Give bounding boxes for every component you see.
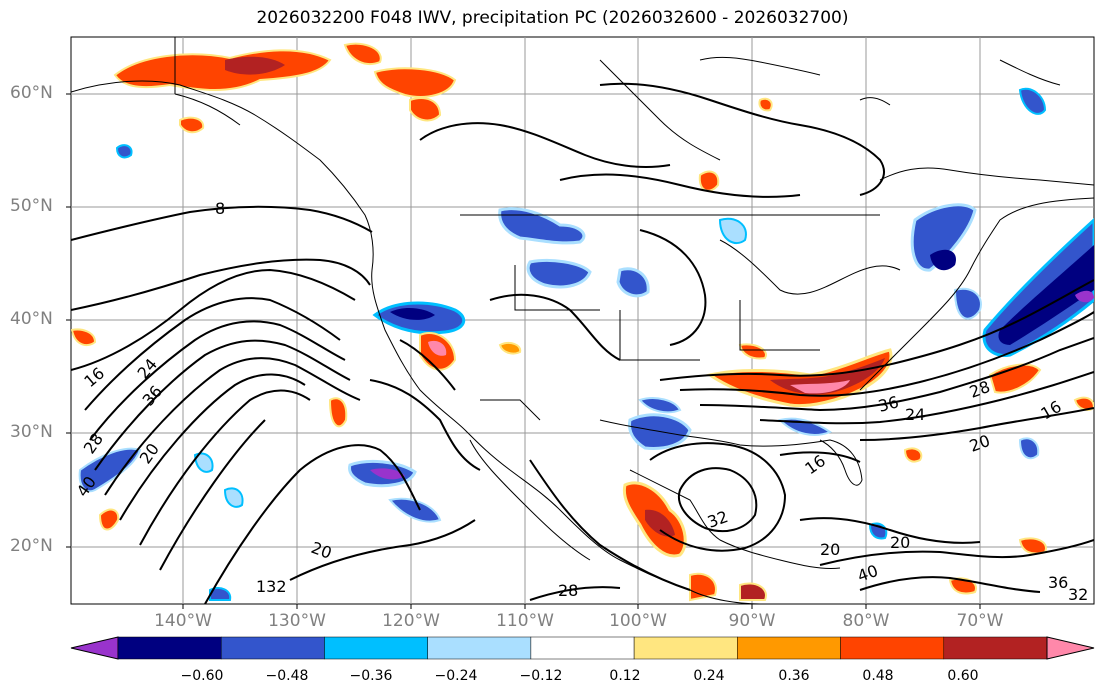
contour-label: 8 (215, 199, 225, 218)
colorbar (70, 636, 1095, 660)
coastlines (71, 37, 1094, 604)
colorbar-extend-high (1046, 636, 1095, 660)
lat-label-40n: 40°N (10, 309, 53, 329)
contour-label: 20 (890, 533, 910, 552)
lon-label-130w: 130°W (268, 611, 326, 631)
colorbar-tick-label: 0.24 (693, 668, 725, 684)
colorbar-extend-low (70, 636, 119, 660)
colorbar-tick-label: 0.12 (609, 668, 641, 684)
iwv-contours (71, 82, 1094, 604)
lon-label-90w: 90°W (728, 611, 776, 631)
contour-label: 24 (905, 405, 925, 424)
colorbar-tick-label: 0.36 (778, 668, 810, 684)
colorbar-swatch (117, 636, 222, 660)
lon-label-80w: 80°W (842, 611, 890, 631)
map-title: 2026032200 F048 IWV, precipitation PC (2… (256, 8, 849, 28)
lat-label-30n: 30°N (10, 422, 53, 442)
axis-ticks (66, 93, 981, 609)
colorbar-tick-label: −0.12 (519, 668, 563, 684)
lat-label-50n: 50°N (10, 196, 53, 216)
contour-label: 20 (820, 540, 840, 559)
colorbar-swatch (633, 636, 738, 660)
lon-label-140w: 140°W (154, 611, 212, 631)
colorbar-swatch (737, 636, 841, 660)
lon-label-110w: 110°W (496, 611, 554, 631)
colorbar-swatch (324, 636, 428, 660)
colorbar-tick-label: 0.60 (947, 668, 979, 684)
contour-label: 36 (1048, 573, 1068, 592)
contour-label: 36 (876, 392, 901, 416)
lat-label-20n: 20°N (10, 536, 53, 556)
colorbar-tick-label: −0.48 (265, 668, 309, 684)
contour-label: 32 (1068, 585, 1088, 604)
lon-label-70w: 70°W (956, 611, 1004, 631)
lat-label-60n: 60°N (10, 83, 53, 103)
colorbar-tick-label: −0.24 (434, 668, 478, 684)
colorbar-swatch (840, 636, 945, 660)
precip-shading (71, 42, 1094, 602)
colorbar-tick-label: −0.36 (349, 668, 393, 684)
colorbar-swatch (427, 636, 532, 660)
lon-label-100w: 100°W (609, 611, 667, 631)
colorbar-swatch (943, 636, 1048, 660)
colorbar-swatch (530, 636, 635, 660)
contour-label: 28 (558, 581, 578, 600)
contour-label: 132 (256, 577, 287, 596)
colorbar-tick-label: −0.60 (180, 668, 224, 684)
colorbar-tick-label: 0.48 (862, 668, 894, 684)
colorbar-swatch (220, 636, 325, 660)
lon-label-120w: 120°W (382, 611, 440, 631)
